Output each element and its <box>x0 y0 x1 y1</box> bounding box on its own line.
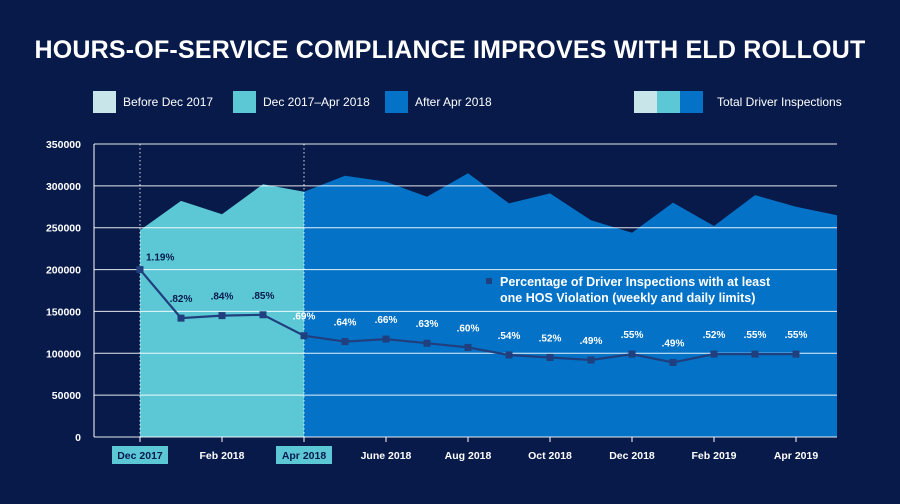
x-axis: Dec 2017 Feb 2018 Apr 2018 June 2018 Aug 201… <box>112 437 818 464</box>
y-axis: 0 50000 100000 150000 200000 250000 300000 3500… <box>46 139 81 444</box>
phase-marker-layer <box>139 144 305 437</box>
y-tick-label: 200000 <box>46 265 81 277</box>
hos-violation-label: .60% <box>457 323 480 334</box>
x-tick-label: Apr 2018 <box>282 450 327 462</box>
hos-violation-label: .49% <box>662 338 685 349</box>
line-legend: Percentage of Driver Inspections with at… <box>486 275 774 305</box>
legend-item-rollout: Dec 2017–Apr 2018 <box>233 91 370 113</box>
legend-label-rollout: Dec 2017–Apr 2018 <box>263 95 370 109</box>
legend: Before Dec 2017 Dec 2017–Apr 2018 After … <box>0 91 900 115</box>
hos-violation-label: .63% <box>416 319 439 330</box>
y-tick-label: 100000 <box>46 348 81 360</box>
hos-violation-label: 1.19% <box>146 253 174 264</box>
line-legend-text-line2: one HOS Violation (weekly and daily limi… <box>500 291 755 305</box>
hos-violation-label: .66% <box>375 315 398 326</box>
hos-violation-point <box>710 350 718 358</box>
hos-violation-point <box>587 356 595 364</box>
legend-swatch-total-before <box>634 91 657 113</box>
hos-violation-point <box>792 350 800 358</box>
y-tick-label: 300000 <box>46 181 81 193</box>
y-tick-label: 150000 <box>46 306 81 318</box>
hos-violation-label: .52% <box>539 333 562 344</box>
legend-item-before: Before Dec 2017 <box>93 91 213 113</box>
hos-violation-point <box>382 335 390 343</box>
y-tick-label: 0 <box>75 432 81 444</box>
hos-violation-point <box>669 358 677 366</box>
y-tick-label: 350000 <box>46 139 81 151</box>
hos-violation-point <box>628 350 636 358</box>
hos-violation-label: .84% <box>211 292 234 303</box>
x-tick-label: June 2018 <box>361 450 412 462</box>
line-legend-text-line1: Percentage of Driver Inspections with at… <box>500 275 771 289</box>
x-tick-label: Feb 2019 <box>692 450 737 462</box>
legend-swatch-rollout <box>233 91 256 113</box>
area-segment-rollout <box>140 184 304 437</box>
x-tick-label: Dec 2017 <box>117 450 163 462</box>
hos-violation-point <box>259 311 267 319</box>
hos-violation-point <box>546 353 554 361</box>
legend-label-before: Before Dec 2017 <box>123 95 214 109</box>
hos-violation-point <box>751 350 759 358</box>
hos-violation-point <box>505 351 513 359</box>
y-tick-label: 50000 <box>52 390 81 402</box>
legend-item-total: Total Driver Inspections <box>634 91 842 113</box>
x-tick-label: Oct 2018 <box>528 450 572 462</box>
line-legend-marker <box>486 278 492 284</box>
legend-item-after: After Apr 2018 <box>385 91 492 113</box>
hos-violation-label: .55% <box>621 330 644 341</box>
x-tick-highlight <box>276 446 332 464</box>
legend-swatch-total <box>634 91 703 113</box>
y-tick-label: 250000 <box>46 223 81 235</box>
legend-swatch-total-rollout <box>657 91 680 113</box>
grid-layer <box>93 143 837 438</box>
legend-swatch-total-after <box>680 91 703 113</box>
legend-swatch-before <box>93 91 116 113</box>
hos-violation-label: .54% <box>498 331 521 342</box>
x-tick-label: Dec 2018 <box>609 450 655 462</box>
hos-violation-point <box>136 266 144 274</box>
hos-violation-label: .52% <box>703 330 726 341</box>
hos-violation-point <box>423 339 431 347</box>
hos-violation-label: .55% <box>744 330 767 341</box>
chart-title: HOURS-OF-SERVICE COMPLIANCE IMPROVES WIT… <box>34 36 866 64</box>
x-tick-highlight <box>112 446 168 464</box>
hos-violation-label: .49% <box>580 336 603 347</box>
area-layer <box>140 173 837 438</box>
line-layer: 1.19% .82% .84% .85% .69% .64% .66% .63% .60% .54… <box>136 253 808 366</box>
hos-violation-label: .55% <box>785 330 808 341</box>
hos-violation-point <box>300 332 308 340</box>
hos-violation-point <box>464 343 472 351</box>
line-legend-text: Percentage of Driver Inspections with at… <box>500 275 774 305</box>
x-tick-label: Apr 2019 <box>774 450 819 462</box>
hos-violation-label: .69% <box>293 312 316 323</box>
legend-swatch-after <box>385 91 408 113</box>
hos-violation-label: .82% <box>170 294 193 305</box>
legend-label-after: After Apr 2018 <box>415 95 492 109</box>
hos-violation-label: .64% <box>334 318 357 329</box>
hos-violation-point <box>218 312 226 320</box>
legend-label-total: Total Driver Inspections <box>717 95 842 109</box>
hos-violation-point <box>177 314 185 322</box>
x-tick-label: Aug 2018 <box>445 450 492 462</box>
area-segment-after <box>304 173 837 438</box>
hos-violation-label: .85% <box>252 291 275 302</box>
hos-violation-point <box>341 338 349 346</box>
x-tick-label: Feb 2018 <box>200 450 245 462</box>
